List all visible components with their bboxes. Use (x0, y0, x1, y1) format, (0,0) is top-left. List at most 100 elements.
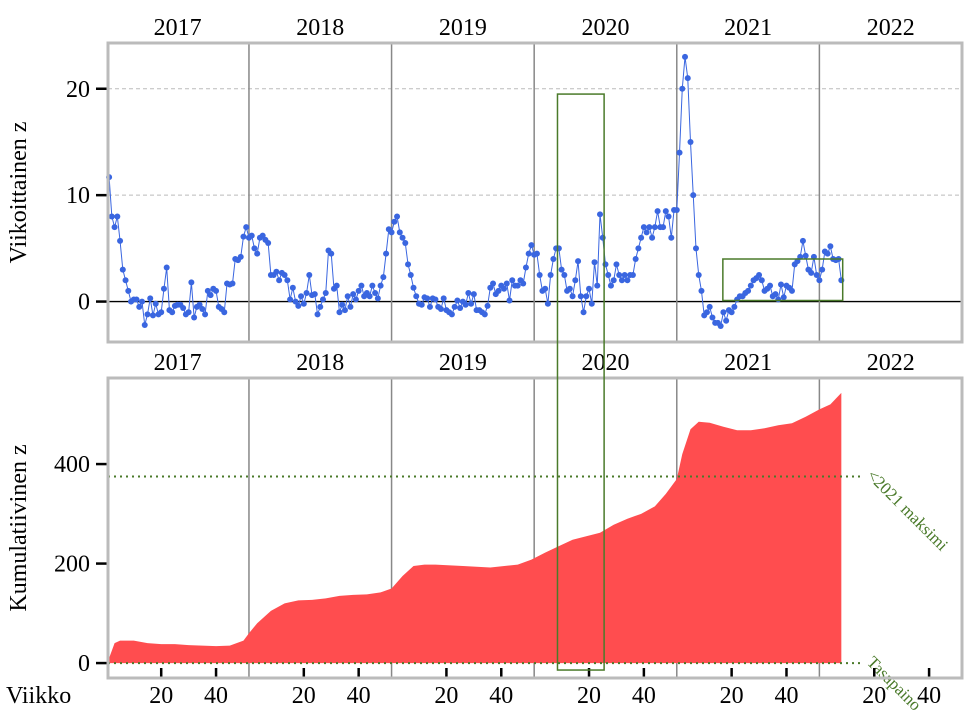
point (306, 271, 313, 278)
x-tick-label: 40 (347, 683, 371, 709)
point (780, 294, 787, 301)
point (369, 282, 376, 289)
point (640, 224, 647, 231)
point (248, 232, 255, 239)
point (191, 314, 198, 321)
point (410, 284, 417, 291)
point (706, 303, 713, 310)
point (635, 245, 642, 252)
point (583, 293, 590, 300)
point (388, 229, 395, 236)
point (185, 309, 192, 316)
point (426, 303, 433, 310)
point (536, 271, 543, 278)
point (533, 250, 540, 257)
point (728, 309, 735, 316)
x-tick-label: 40 (917, 683, 941, 709)
y-tick-label: 200 (54, 552, 90, 578)
point (251, 245, 258, 252)
point (380, 274, 387, 281)
point (196, 301, 203, 308)
point (344, 293, 351, 300)
point (358, 282, 365, 289)
point (265, 240, 272, 247)
point (692, 245, 699, 252)
y-tick-label: 20 (66, 77, 90, 103)
point (273, 268, 280, 275)
point (673, 207, 680, 214)
point (676, 149, 683, 156)
point (374, 295, 381, 302)
point (772, 291, 779, 298)
point (596, 211, 603, 218)
point (240, 233, 247, 240)
point (506, 297, 513, 304)
point (660, 224, 667, 231)
point (695, 271, 702, 278)
point (649, 234, 656, 241)
point (418, 301, 425, 308)
point (646, 224, 653, 231)
point (720, 309, 727, 316)
plot-frame (106, 376, 964, 680)
year-label: 2022 (867, 350, 915, 376)
point (199, 306, 206, 313)
point (383, 250, 390, 257)
point (687, 138, 694, 145)
point (621, 271, 628, 278)
year-label: 2020 (581, 350, 629, 376)
point (503, 280, 510, 287)
point (618, 277, 625, 284)
point (824, 250, 831, 257)
point (352, 296, 359, 303)
point (698, 287, 705, 294)
year-label: 2022 (867, 15, 915, 41)
point (237, 253, 244, 260)
point (144, 311, 151, 318)
highlight-box (556, 93, 605, 671)
point (813, 271, 820, 278)
point (149, 312, 156, 319)
point (465, 290, 472, 297)
point (163, 264, 170, 271)
point (561, 271, 568, 278)
point (317, 303, 324, 310)
x-tick-label: 40 (204, 683, 228, 709)
point (607, 282, 614, 289)
point (448, 311, 455, 318)
point (624, 277, 631, 284)
point (289, 284, 296, 291)
year-label: 2018 (296, 350, 344, 376)
point (572, 277, 579, 284)
y-tick-label: 0 (78, 290, 90, 316)
point (405, 261, 412, 268)
point (547, 271, 554, 278)
point (654, 208, 661, 215)
point (136, 303, 143, 310)
point (638, 234, 645, 241)
x-axis-title: Viikko (6, 683, 71, 709)
point (775, 296, 782, 303)
x-tick-label: 40 (489, 683, 513, 709)
point (399, 234, 406, 241)
point (372, 290, 379, 297)
point (108, 213, 115, 220)
point (745, 287, 752, 294)
point (747, 282, 754, 289)
point (457, 304, 464, 311)
point (808, 269, 815, 276)
point (160, 285, 167, 292)
point (558, 266, 565, 273)
point (314, 311, 321, 318)
point (777, 281, 784, 288)
point (577, 293, 584, 300)
point (281, 271, 288, 278)
point (522, 264, 529, 271)
point (141, 321, 148, 328)
point (311, 291, 318, 298)
point (139, 298, 146, 305)
point (487, 284, 494, 291)
point (643, 229, 650, 236)
point (122, 277, 129, 284)
point (682, 53, 689, 60)
